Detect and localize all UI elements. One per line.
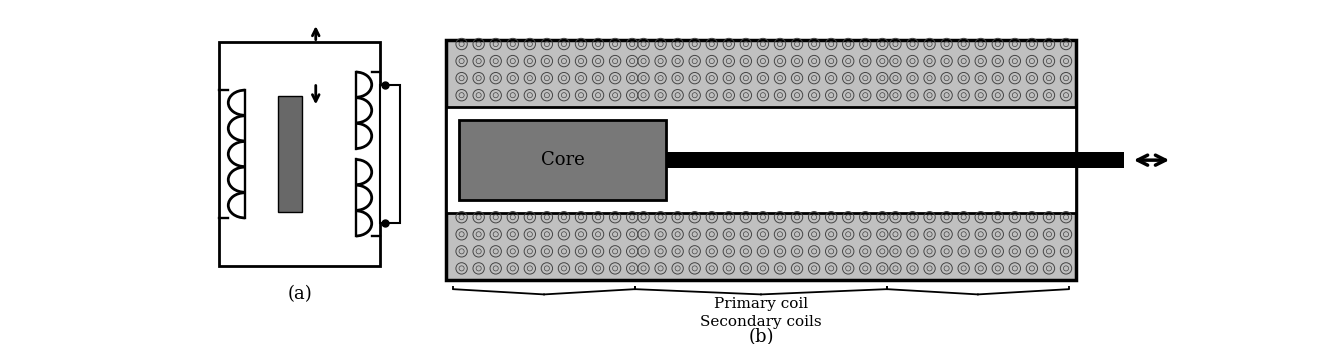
Text: Primary coil: Primary coil — [713, 297, 808, 311]
Bar — [446, 40, 1075, 280]
Bar — [446, 107, 1075, 213]
Bar — [667, 152, 1124, 168]
Bar — [219, 43, 381, 266]
Text: Secondary coils: Secondary coils — [700, 315, 822, 330]
Bar — [459, 120, 667, 200]
Text: (b): (b) — [748, 327, 773, 344]
Text: Core: Core — [541, 151, 585, 169]
Bar — [277, 96, 302, 212]
Text: (a): (a) — [288, 285, 312, 303]
Bar — [381, 85, 399, 223]
